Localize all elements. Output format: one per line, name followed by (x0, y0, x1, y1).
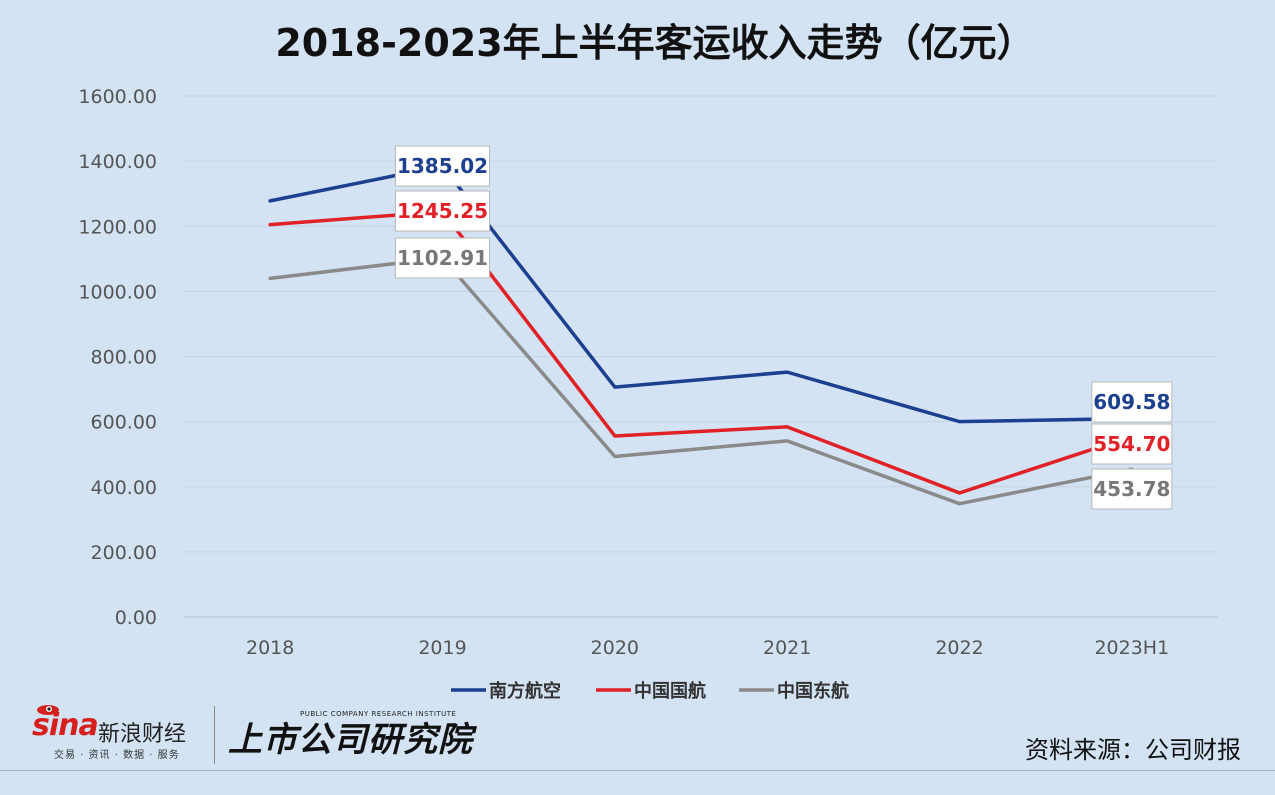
institute-logo: 上市公司研究院 (228, 720, 473, 760)
data-label-box (395, 190, 490, 232)
y-tick-label: 1200.00 (78, 216, 157, 238)
chart-title: 2018-2023年上半年客运收入走势（亿元） (275, 21, 1034, 65)
x-tick-label: 2018 (246, 637, 294, 659)
logo-divider (214, 706, 215, 764)
x-axis: 2018 2019 2020 2021 2022 2023H1 (246, 637, 1169, 659)
y-tick-label: 1000.00 (78, 281, 157, 303)
sina-finance-name: 新浪财经 (98, 722, 187, 747)
data-label: 1385.02 (395, 145, 490, 187)
y-axis: 0.00 200.00 400.00 600.00 800.00 1000.00 1200.… (78, 86, 157, 629)
y-tick-label: 400.00 (91, 477, 157, 499)
data-label-text: 1245.25 (397, 199, 488, 223)
data-label: 609.58 (1091, 381, 1173, 423)
y-tick-label: 800.00 (91, 347, 157, 369)
y-tick-label: 1600.00 (78, 86, 157, 108)
data-label-text: 1102.91 (397, 246, 488, 270)
x-tick-label: 2019 (418, 637, 466, 659)
y-tick-label: 200.00 (91, 542, 157, 564)
data-label-box (1091, 423, 1173, 465)
data-label: 1245.25 (395, 190, 490, 232)
x-tick-label: 2023H1 (1094, 637, 1169, 659)
sina-tagline: 交易 · 资讯 · 数据 · 服务 (54, 750, 180, 761)
data-label: 554.70 (1091, 423, 1173, 465)
data-label: 1102.91 (395, 237, 490, 279)
data-label-box (395, 145, 490, 187)
sina-logo: sina (32, 708, 99, 743)
data-label-box (1091, 468, 1173, 510)
institute-english-name: PUBLIC COMPANY RESEARCH INSTITUTE (300, 710, 457, 718)
legend-label: 中国国航 (634, 680, 706, 700)
gridlines (184, 95, 1218, 618)
legend-label: 南方航空 (489, 680, 561, 700)
data-label-box (1091, 381, 1173, 423)
x-tick-label: 2021 (763, 637, 811, 659)
x-tick-label: 2022 (935, 637, 983, 659)
x-tick-label: 2020 (591, 637, 639, 659)
data-label: 453.78 (1091, 468, 1173, 510)
footer: sina 新浪财经 交易 · 资讯 · 数据 · 服务 上市公司研究院 PUBL… (0, 700, 1275, 772)
y-tick-label: 600.00 (91, 412, 157, 434)
legend-label: 中国东航 (777, 680, 849, 700)
legend: 南方航空 中国国航 中国东航 (451, 680, 849, 700)
data-label-box (395, 237, 490, 279)
data-label-text: 453.78 (1093, 477, 1170, 501)
sina-eye-icon (37, 705, 59, 715)
data-label-text: 1385.02 (397, 154, 488, 178)
data-labels: 1385.02 1245.25 1102.91 609.58 554.70 453.78 (395, 145, 1173, 510)
y-tick-label: 0.00 (115, 607, 157, 629)
bottom-rule (0, 770, 1275, 771)
data-source: 资料来源：公司财报 (1025, 736, 1241, 764)
data-label-text: 609.58 (1093, 390, 1170, 414)
y-tick-label: 1400.00 (78, 151, 157, 173)
data-label-text: 554.70 (1093, 432, 1170, 456)
line-chart: 2018-2023年上半年客运收入走势（亿元） 0.00 200.00 400.00… (78, 21, 1218, 700)
